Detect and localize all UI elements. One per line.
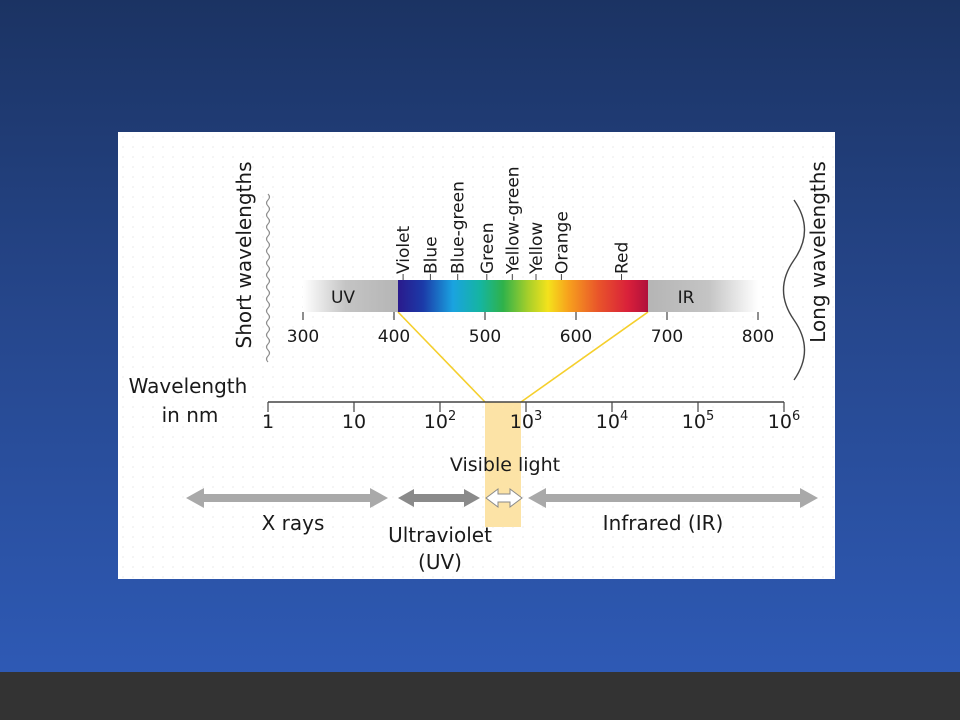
log-tick-exponent: 4 xyxy=(620,409,628,424)
uv-region-label-line2: (UV) xyxy=(418,550,462,574)
uv-band xyxy=(303,280,398,312)
visible-light-label: Visible light xyxy=(450,454,560,476)
long-wavelengths-label: Long wavelengths xyxy=(806,161,830,343)
log-tick-base: 10 xyxy=(342,411,366,433)
log-tick-base: 10 xyxy=(424,411,448,433)
uv-region-label-line1: Ultraviolet xyxy=(388,523,492,547)
color-label-yellow: Yellow xyxy=(527,222,547,275)
footer-bar xyxy=(0,672,960,720)
visible-light-highlight xyxy=(485,402,521,527)
long-wave-curve xyxy=(782,199,806,381)
log-tick-label: 105 xyxy=(682,409,714,433)
bar-tick-label: 600 xyxy=(560,327,592,347)
ir-arrow xyxy=(528,488,818,508)
connector-right xyxy=(520,311,649,403)
axis-label-line1: Wavelength xyxy=(129,374,248,398)
log-tick-exponent: 2 xyxy=(448,409,456,424)
bar-tick-label: 300 xyxy=(287,327,319,347)
visible-arrow xyxy=(485,488,523,508)
color-label-blue: Blue xyxy=(421,236,441,274)
log-tick-base: 10 xyxy=(510,411,534,433)
log-tick-label: 10 xyxy=(342,411,366,433)
visible-band xyxy=(398,280,648,312)
log-tick-exponent: 3 xyxy=(534,409,542,424)
color-label-violet: Violet xyxy=(394,225,414,274)
axis-label-line2: in nm xyxy=(162,403,219,427)
color-label-yellow-green: Yellow-green xyxy=(503,166,523,275)
log-tick-exponent: 5 xyxy=(706,409,714,424)
uv-arrow xyxy=(398,489,480,507)
color-label-green: Green xyxy=(478,223,498,274)
spectrum-diagram: Short wavelengths Long wavelengths UV IR… xyxy=(129,161,830,574)
log-tick-label: 1 xyxy=(262,411,274,433)
bar-tick-label: 500 xyxy=(469,327,501,347)
color-label-orange: Orange xyxy=(552,211,572,274)
log-tick-base: 10 xyxy=(682,411,706,433)
log-tick-label: 106 xyxy=(768,409,800,433)
short-wavelengths-label: Short wavelengths xyxy=(232,162,256,349)
log-tick-exponent: 6 xyxy=(792,409,800,424)
color-label-red: Red xyxy=(613,242,633,274)
log-tick-base: 10 xyxy=(768,411,792,433)
short-wave-squiggle xyxy=(265,193,271,363)
spectrum-figure: Short wavelengths Long wavelengths UV IR… xyxy=(118,132,835,579)
log-tick-label: 103 xyxy=(510,409,542,433)
xrays-arrow xyxy=(186,488,388,508)
bar-tick-label: 700 xyxy=(651,327,683,347)
log-tick-base: 10 xyxy=(596,411,620,433)
color-label-blue-green: Blue-green xyxy=(449,181,469,274)
connector-left xyxy=(397,311,486,403)
ir-region-label: Infrared (IR) xyxy=(603,511,724,535)
bar-tick-label: 800 xyxy=(742,327,774,347)
log-tick-label: 104 xyxy=(596,409,628,433)
bar-tick-label: 400 xyxy=(378,327,410,347)
log-tick-base: 1 xyxy=(262,411,274,433)
uv-band-label: UV xyxy=(331,288,355,308)
ir-band xyxy=(648,280,758,312)
xrays-label: X rays xyxy=(262,511,325,535)
log-tick-label: 102 xyxy=(424,409,456,433)
ir-band-label: IR xyxy=(678,288,695,308)
